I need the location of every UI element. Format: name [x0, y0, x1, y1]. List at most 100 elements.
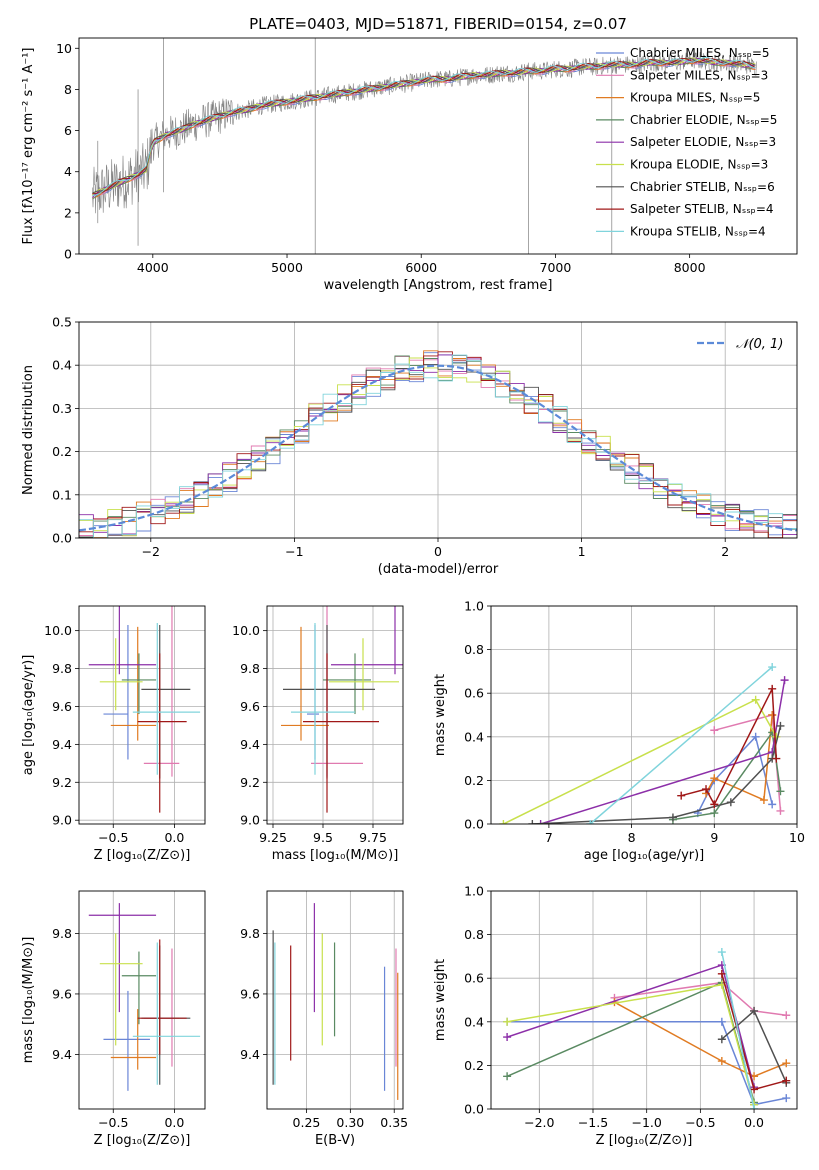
- panel-mass-vs-Z: −0.5 0.0 9.4 9.6 9.8 Z [log₁₀(Z/Z⊙)] mass [log…: [21, 890, 206, 1148]
- marker-salpeter_elodie: [780, 676, 789, 685]
- y-axis-label: mass weight: [433, 959, 448, 1041]
- panel-age-vs-Z: −0.5 0.0 9.0 9.2 9.4 9.6 9.8 10.0 Z [log₁₀(Z/Z⊙)…: [21, 605, 206, 863]
- model-chabrier_stelib: [92, 57, 756, 194]
- legend-label-chabrier_stelib: Chabrier STELIB, Nₛₛₚ=6: [630, 180, 775, 194]
- marker-kroupa_stelib: [750, 1105, 759, 1109]
- marker-salpeter_stelib: [710, 800, 719, 809]
- axes-frame: [78, 890, 206, 1110]
- y-tick-label: 1.0: [464, 884, 484, 899]
- marker-salpeter_stelib: [717, 969, 726, 978]
- panel-age-vs-mass: 9.25 9.5 9.75 9.0 9.2 9.4 9.6 9.8 10.0 mass [log₁…: [232, 605, 404, 863]
- y-tick-label: 1.0: [464, 599, 484, 614]
- axes-frame: [266, 605, 404, 825]
- model-kroupa_stelib: [92, 57, 756, 197]
- x-tick-label: 7000: [540, 260, 572, 275]
- y-tick-label: 0.0: [464, 1102, 484, 1117]
- y-tick-label: 10.0: [44, 623, 72, 638]
- axes-frame: [78, 321, 798, 539]
- y-tick-label: 0: [64, 247, 72, 262]
- model-salpeter_stelib: [92, 57, 756, 195]
- x-tick-label: 6000: [405, 260, 437, 275]
- y-tick-label: 9.6: [240, 986, 260, 1001]
- y-tick-label: 0.0: [52, 531, 72, 546]
- plot-area: [281, 606, 403, 813]
- x-tick-label: 0.35: [380, 1115, 408, 1130]
- x-tick-label: 4000: [137, 260, 169, 275]
- x-tick-label: 8000: [674, 260, 706, 275]
- marker-salpeter_miles: [710, 726, 719, 735]
- x-tick-label: 0.0: [744, 1115, 764, 1130]
- marker-chabrier_elodie: [776, 787, 785, 796]
- marker-salpeter_elodie: [503, 1033, 512, 1042]
- plot-area: [499, 663, 789, 824]
- plot-area: [503, 948, 791, 1109]
- marker-salpeter_stelib: [677, 791, 686, 800]
- marker-salpeter_miles: [776, 806, 785, 815]
- line-kroupa_stelib: [721, 951, 755, 1109]
- plot-area: [88, 903, 201, 1091]
- line-kroupa_miles: [705, 714, 773, 802]
- x-axis-label: age [log₁₀(age/yr)]: [584, 848, 705, 863]
- y-axis-label: mass [log₁₀(M/M⊙)]: [21, 937, 36, 1064]
- y-tick-label: 9.6: [240, 699, 260, 714]
- x-tick-label: 0.25: [293, 1115, 321, 1130]
- x-tick-label: 1: [578, 544, 586, 559]
- y-tick-label: 0.2: [464, 773, 484, 788]
- hist-salpeter_stelib: [79, 351, 797, 538]
- x-axis-label: Z [log₁₀(Z/Z⊙)]: [94, 848, 191, 863]
- x-tick-label: −0.5: [685, 1115, 715, 1130]
- marker-kroupa_elodie: [503, 1017, 512, 1026]
- marker-salpeter_stelib: [702, 785, 711, 794]
- axes-frame: [266, 890, 404, 1110]
- panel-spectrum: 4000 5000 6000 7000 8000 0 2 4 6 8 10 wavelength [A…: [21, 37, 798, 293]
- hist-kroupa_stelib: [79, 354, 797, 538]
- marker-chabrier_miles: [768, 800, 777, 809]
- line-salpeter_miles: [614, 981, 787, 1017]
- x-tick-label: 0: [434, 544, 442, 559]
- marker-kroupa_miles: [710, 774, 719, 783]
- x-axis-label: (data-model)/error: [378, 562, 499, 577]
- y-tick-label: 0.2: [464, 1058, 484, 1073]
- y-tick-label: 9.6: [52, 699, 72, 714]
- marker-kroupa_miles: [717, 1057, 726, 1066]
- y-tick-label: 8: [64, 82, 72, 97]
- axes-frame: [78, 605, 206, 825]
- y-tick-label: 0.3: [52, 401, 72, 416]
- marker-kroupa_miles: [759, 796, 768, 805]
- x-tick-label: −1.0: [632, 1115, 662, 1130]
- y-tick-label: 9.4: [52, 1047, 72, 1062]
- x-tick-label: −0.5: [98, 830, 128, 845]
- y-tick-label: 9.4: [240, 1047, 260, 1062]
- plot-area: [272, 903, 399, 1100]
- y-axis-label: Flux [fλ10⁻¹⁷ erg cm⁻² s⁻¹ A⁻¹]: [21, 48, 36, 245]
- y-tick-label: 9.0: [240, 813, 260, 828]
- spectrum-legend: Chabrier MILES, Nₛₛₚ=5 Salpeter MILES, Nₛ…: [596, 46, 777, 238]
- marker-chabrier_elodie: [503, 1072, 512, 1081]
- marker-salpeter_stelib: [768, 684, 777, 693]
- x-tick-label: 5000: [271, 260, 303, 275]
- figure-title: PLATE=0403, MJD=51871, FIBERID=0154, z=0…: [249, 15, 627, 33]
- y-tick-label: 6: [64, 123, 72, 138]
- legend-label-kroupa_stelib: Kroupa STELIB, Nₛₛₚ=4: [630, 224, 766, 238]
- y-tick-label: 9.4: [240, 737, 260, 752]
- y-tick-label: 9.2: [240, 775, 260, 790]
- x-axis-label: wavelength [Angstrom, rest frame]: [324, 278, 553, 293]
- y-axis-label: mass weight: [433, 674, 448, 756]
- y-tick-label: 0.6: [464, 686, 484, 701]
- axes-frame: [490, 890, 798, 1110]
- marker-kroupa_miles: [768, 711, 777, 719]
- model-kroupa_elodie: [92, 57, 756, 196]
- legend-label-kroupa_elodie: Kroupa ELODIE, Nₛₛₚ=3: [630, 158, 768, 172]
- marker-kroupa_elodie: [499, 820, 508, 824]
- marker-salpeter_stelib: [772, 754, 781, 763]
- y-tick-label: 0.8: [464, 642, 484, 657]
- x-tick-label: 9.5: [313, 830, 333, 845]
- y-tick-label: 0.4: [464, 1014, 484, 1029]
- marker-chabrier_stelib: [717, 1035, 726, 1044]
- marker-salpeter_miles: [782, 1011, 791, 1020]
- x-tick-label: 9.25: [259, 830, 287, 845]
- normal-curve: [79, 364, 797, 532]
- y-tick-label: 10.0: [232, 623, 260, 638]
